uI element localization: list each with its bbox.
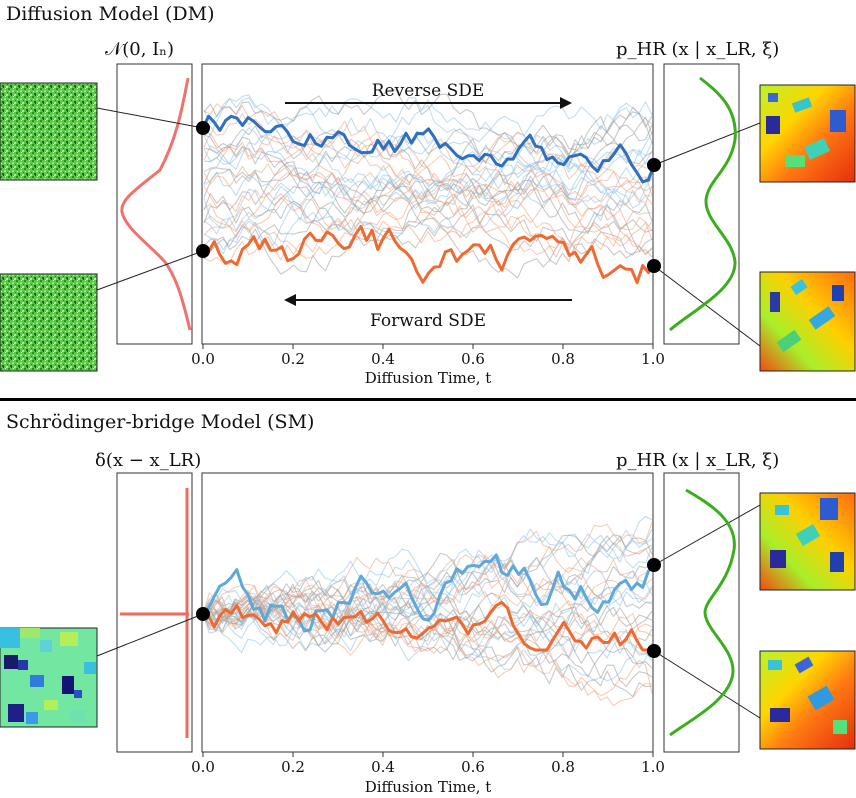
x-tick-label: 0.0 bbox=[191, 350, 215, 368]
dm-left-dist-box bbox=[116, 63, 193, 345]
dm-trajectory-line bbox=[203, 185, 653, 246]
dm-trajectory-line bbox=[203, 161, 653, 229]
sm-hr-image-top bbox=[759, 492, 856, 591]
section-divider bbox=[0, 398, 856, 401]
sm-trajectory-line bbox=[202, 528, 653, 631]
dm-end-point-top bbox=[647, 158, 661, 172]
sm-trajectory-line bbox=[202, 535, 653, 628]
sm-start-point bbox=[196, 607, 210, 621]
dm-right-dist-box bbox=[663, 63, 740, 345]
sm-trajectory-line bbox=[202, 521, 653, 632]
dm-hr-image-bottom bbox=[759, 271, 856, 372]
dm-trajectory-line bbox=[203, 127, 653, 196]
dm-noise-image-bottom bbox=[0, 273, 98, 372]
dm-plot-area bbox=[201, 63, 654, 345]
sm-background-trajectories bbox=[202, 515, 653, 707]
dm-trajectory-line bbox=[203, 115, 653, 177]
x-tick-label: 0.6 bbox=[461, 758, 485, 776]
sm-right-dist-box bbox=[663, 472, 740, 753]
x-tick-label: 0.8 bbox=[551, 350, 575, 368]
sm-hr-image-bottom bbox=[759, 650, 856, 750]
forward-sde-label: Forward SDE bbox=[370, 311, 486, 331]
dm-title: Diffusion Model (DM) bbox=[6, 3, 215, 25]
dm-trajectory-line bbox=[203, 171, 653, 255]
dm-target-curve bbox=[668, 76, 737, 332]
sm-trajectory-line bbox=[202, 599, 653, 678]
dm-trajectory-line bbox=[203, 131, 653, 175]
dm-gaussian-curve bbox=[120, 77, 192, 331]
dm-trajectory-line bbox=[203, 220, 653, 279]
sm-trajectory-line bbox=[202, 579, 653, 658]
sm-end-point-top bbox=[647, 558, 661, 572]
dm-x-ticks: 0.0 0.2 0.4 0.6 0.8 1.0 bbox=[191, 344, 665, 368]
sm-left-dist-box bbox=[116, 472, 193, 753]
dm-highlight-trajectories bbox=[201, 114, 656, 285]
sm-target-curve bbox=[669, 488, 736, 737]
dm-trajectory-line bbox=[203, 134, 653, 209]
sm-trajectory-line bbox=[202, 606, 653, 688]
dm-trajectory-line bbox=[203, 131, 653, 182]
dm-end-point-bottom bbox=[647, 259, 661, 273]
dm-highlight-blue-line bbox=[201, 114, 656, 184]
sm-highlight-orange-line bbox=[202, 600, 655, 653]
sm-left-dist-label: δ(x − x_LR) bbox=[95, 450, 201, 471]
sm-highlight-blue-line bbox=[201, 553, 656, 633]
dm-x-axis-label: Diffusion Time, t bbox=[365, 369, 492, 387]
x-tick-label: 0.2 bbox=[281, 758, 305, 776]
dm-trajectory-line bbox=[203, 113, 653, 232]
sm-trajectory-line bbox=[202, 582, 653, 635]
sm-title: Schrödinger-bridge Model (SM) bbox=[6, 411, 314, 433]
x-tick-label: 0.6 bbox=[461, 350, 485, 368]
sm-connector-top-right bbox=[653, 504, 761, 566]
sm-trajectory-line bbox=[202, 573, 653, 633]
dm-trajectory-line bbox=[203, 103, 653, 205]
sm-trajectory-line bbox=[202, 584, 653, 698]
sm-trajectory-line bbox=[202, 576, 653, 632]
dm-connector-bottom-right bbox=[653, 265, 761, 347]
reverse-arrowhead-icon bbox=[560, 97, 572, 109]
sm-lr-image bbox=[0, 627, 98, 728]
sm-connector-left bbox=[96, 613, 204, 657]
dm-trajectory-line bbox=[203, 163, 653, 247]
dm-right-dist-label: p_HR (x | x_LR, ξ) bbox=[616, 39, 779, 60]
forward-arrowhead-icon bbox=[284, 294, 296, 306]
dm-noise-image-top bbox=[0, 82, 98, 181]
x-tick-label: 0.8 bbox=[551, 758, 575, 776]
sm-x-axis-label: Diffusion Time, t bbox=[365, 778, 492, 796]
dm-trajectory-line bbox=[203, 220, 653, 260]
sm-connector-bottom-right bbox=[653, 650, 761, 719]
x-tick-label: 0.4 bbox=[371, 350, 395, 368]
sm-end-point-bottom bbox=[647, 644, 661, 658]
dm-highlight-orange-line bbox=[202, 224, 656, 285]
dm-left-dist-label: 𝒩(0, Iₙ) bbox=[105, 39, 174, 60]
sm-right-dist-label: p_HR (x | x_LR, ξ) bbox=[616, 450, 779, 471]
dm-connector-bottom-left bbox=[96, 250, 204, 291]
dm-connector-top-right bbox=[653, 122, 761, 166]
x-tick-label: 0.0 bbox=[191, 758, 215, 776]
dm-trajectory-line bbox=[203, 124, 653, 211]
dm-trajectory-line bbox=[203, 106, 653, 260]
sm-trajectory-line bbox=[202, 541, 653, 629]
dm-trajectory-line bbox=[203, 94, 653, 174]
x-tick-label: 1.0 bbox=[641, 758, 665, 776]
dm-start-point-bottom bbox=[196, 244, 210, 258]
dm-connector-top-left bbox=[96, 107, 204, 129]
x-tick-label: 0.4 bbox=[371, 758, 395, 776]
sm-highlight-trajectories bbox=[201, 553, 656, 653]
dm-trajectory-line bbox=[203, 142, 653, 224]
dm-trajectory-line bbox=[203, 150, 653, 251]
dm-hr-image-top bbox=[759, 84, 856, 183]
x-tick-label: 1.0 bbox=[641, 350, 665, 368]
sm-x-ticks: 0.0 0.2 0.4 0.6 0.8 1.0 bbox=[191, 752, 665, 776]
dm-trajectory-line bbox=[203, 89, 653, 157]
reverse-sde-label: Reverse SDE bbox=[372, 81, 485, 101]
dm-trajectory-line bbox=[203, 169, 653, 231]
dm-background-trajectories bbox=[203, 89, 653, 279]
dm-start-point-top bbox=[196, 121, 210, 135]
x-tick-label: 0.2 bbox=[281, 350, 305, 368]
sm-trajectory-line bbox=[202, 589, 653, 642]
